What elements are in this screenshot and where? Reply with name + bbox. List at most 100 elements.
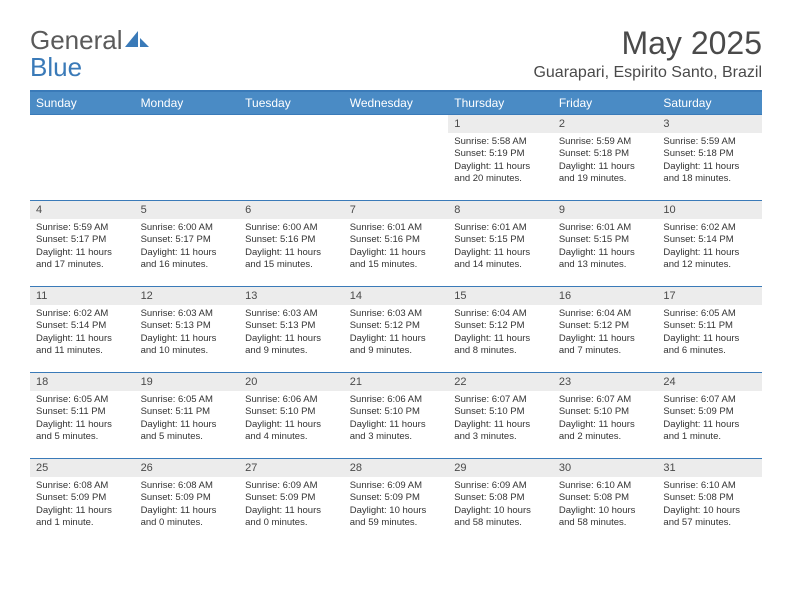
day-number: 15 (448, 287, 553, 305)
day-sr: Sunrise: 6:09 AM (245, 480, 338, 492)
day-body: Sunrise: 6:00 AMSunset: 5:17 PMDaylight:… (135, 219, 240, 275)
day-sr: Sunrise: 6:01 AM (350, 222, 443, 234)
day-dl1: Daylight: 11 hours (36, 419, 129, 431)
day-dl2: and 16 minutes. (141, 259, 234, 271)
day-sr: Sunrise: 6:07 AM (454, 394, 547, 406)
day-dl1: Daylight: 11 hours (559, 419, 652, 431)
day-number: 10 (657, 201, 762, 219)
day-ss: Sunset: 5:09 PM (141, 492, 234, 504)
day-dl1: Daylight: 10 hours (454, 505, 547, 517)
day-sr: Sunrise: 6:00 AM (141, 222, 234, 234)
day-body: Sunrise: 6:04 AMSunset: 5:12 PMDaylight:… (553, 305, 658, 361)
day-dl1: Daylight: 11 hours (663, 419, 756, 431)
day-ss: Sunset: 5:18 PM (663, 148, 756, 160)
calendar-day: 21Sunrise: 6:06 AMSunset: 5:10 PMDayligh… (344, 373, 449, 458)
day-number: 5 (135, 201, 240, 219)
day-sr: Sunrise: 6:00 AM (245, 222, 338, 234)
day-body: Sunrise: 6:03 AMSunset: 5:12 PMDaylight:… (344, 305, 449, 361)
day-number: 23 (553, 373, 658, 391)
calendar-day: 28Sunrise: 6:09 AMSunset: 5:09 PMDayligh… (344, 459, 449, 544)
day-sr: Sunrise: 6:08 AM (36, 480, 129, 492)
day-sr: Sunrise: 6:05 AM (663, 308, 756, 320)
day-dl2: and 6 minutes. (663, 345, 756, 357)
day-dl2: and 5 minutes. (36, 431, 129, 443)
calendar-day: 27Sunrise: 6:09 AMSunset: 5:09 PMDayligh… (239, 459, 344, 544)
calendar-day: 23Sunrise: 6:07 AMSunset: 5:10 PMDayligh… (553, 373, 658, 458)
day-dl1: Daylight: 11 hours (663, 247, 756, 259)
calendar-day: 14Sunrise: 6:03 AMSunset: 5:12 PMDayligh… (344, 287, 449, 372)
day-dl1: Daylight: 11 hours (559, 161, 652, 173)
day-ss: Sunset: 5:08 PM (454, 492, 547, 504)
day-ss: Sunset: 5:08 PM (663, 492, 756, 504)
day-dl2: and 9 minutes. (245, 345, 338, 357)
day-body: Sunrise: 6:05 AMSunset: 5:11 PMDaylight:… (135, 391, 240, 447)
calendar-day: 3Sunrise: 5:59 AMSunset: 5:18 PMDaylight… (657, 115, 762, 200)
day-body: Sunrise: 6:10 AMSunset: 5:08 PMDaylight:… (553, 477, 658, 533)
calendar-week: 4Sunrise: 5:59 AMSunset: 5:17 PMDaylight… (30, 200, 762, 286)
day-ss: Sunset: 5:17 PM (141, 234, 234, 246)
day-body: Sunrise: 6:02 AMSunset: 5:14 PMDaylight:… (30, 305, 135, 361)
day-dl2: and 9 minutes. (350, 345, 443, 357)
calendar-day: 1Sunrise: 5:58 AMSunset: 5:19 PMDaylight… (448, 115, 553, 200)
day-number: 4 (30, 201, 135, 219)
calendar-day: 6Sunrise: 6:00 AMSunset: 5:16 PMDaylight… (239, 201, 344, 286)
day-body: Sunrise: 5:59 AMSunset: 5:18 PMDaylight:… (657, 133, 762, 189)
calendar-day: 13Sunrise: 6:03 AMSunset: 5:13 PMDayligh… (239, 287, 344, 372)
day-number: 25 (30, 459, 135, 477)
day-number: 2 (553, 115, 658, 133)
day-sr: Sunrise: 6:01 AM (454, 222, 547, 234)
calendar-week: 1 Sunrise: 5:58 AMSunset: 5:19 PM Daylight… (30, 114, 762, 200)
day-ss: Sunset: 5:14 PM (663, 234, 756, 246)
day-dl2: and 8 minutes. (454, 345, 547, 357)
day-number: 13 (239, 287, 344, 305)
day-sr: Sunrise: 6:04 AM (559, 308, 652, 320)
day-sr: Sunrise: 6:10 AM (663, 480, 756, 492)
calendar-day: 20Sunrise: 6:06 AMSunset: 5:10 PMDayligh… (239, 373, 344, 458)
day-ss: Sunset: 5:16 PM (350, 234, 443, 246)
day-body: Sunrise: 6:06 AMSunset: 5:10 PMDaylight:… (239, 391, 344, 447)
day-sr: Sunrise: 6:09 AM (350, 480, 443, 492)
day-body: Sunrise: 6:01 AMSunset: 5:15 PMDaylight:… (553, 219, 658, 275)
day-body: Sunrise: 5:59 AMSunset: 5:17 PMDaylight:… (30, 219, 135, 275)
logo-sail-icon (125, 25, 149, 56)
calendar-day (344, 115, 449, 200)
calendar-day: 22Sunrise: 6:07 AMSunset: 5:10 PMDayligh… (448, 373, 553, 458)
day-dl1: Daylight: 11 hours (245, 247, 338, 259)
day-dl1: Daylight: 11 hours (141, 505, 234, 517)
day-dl2: and 12 minutes. (663, 259, 756, 271)
day-body: Sunrise: 6:05 AMSunset: 5:11 PMDaylight:… (657, 305, 762, 361)
day-sr: Sunrise: 5:59 AM (36, 222, 129, 234)
weekday-thu: Thursday (448, 92, 553, 114)
day-dl1: Daylight: 10 hours (559, 505, 652, 517)
day-sr: Sunrise: 6:02 AM (663, 222, 756, 234)
day-sr: Sunrise: 5:59 AM (559, 136, 652, 148)
day-sr: Sunrise: 5:58 AM (454, 136, 547, 148)
day-dl1: Daylight: 11 hours (245, 505, 338, 517)
calendar-day: 26Sunrise: 6:08 AMSunset: 5:09 PMDayligh… (135, 459, 240, 544)
day-body: Sunrise: 6:04 AMSunset: 5:12 PMDaylight:… (448, 305, 553, 361)
calendar-day: 16Sunrise: 6:04 AMSunset: 5:12 PMDayligh… (553, 287, 658, 372)
day-sr: Sunrise: 6:10 AM (559, 480, 652, 492)
day-sr: Sunrise: 6:05 AM (141, 394, 234, 406)
day-sr: Sunrise: 6:06 AM (245, 394, 338, 406)
day-number: 14 (344, 287, 449, 305)
calendar-day (135, 115, 240, 200)
day-dl2: and 13 minutes. (559, 259, 652, 271)
calendar-day: 17Sunrise: 6:05 AMSunset: 5:11 PMDayligh… (657, 287, 762, 372)
day-dl2: and 11 minutes. (36, 345, 129, 357)
day-number: 1 (448, 115, 553, 133)
day-number: 9 (553, 201, 658, 219)
day-dl2: and 0 minutes. (245, 517, 338, 529)
day-dl2: and 3 minutes. (350, 431, 443, 443)
day-dl1: Daylight: 10 hours (350, 505, 443, 517)
day-number: 17 (657, 287, 762, 305)
day-ss: Sunset: 5:19 PM (454, 148, 547, 160)
day-dl2: and 20 minutes. (454, 173, 547, 185)
day-number: 3 (657, 115, 762, 133)
day-dl2: and 58 minutes. (454, 517, 547, 529)
day-ss: Sunset: 5:11 PM (663, 320, 756, 332)
day-dl2: and 19 minutes. (559, 173, 652, 185)
day-dl2: and 3 minutes. (454, 431, 547, 443)
day-sr: Sunrise: 6:06 AM (350, 394, 443, 406)
day-number: 18 (30, 373, 135, 391)
